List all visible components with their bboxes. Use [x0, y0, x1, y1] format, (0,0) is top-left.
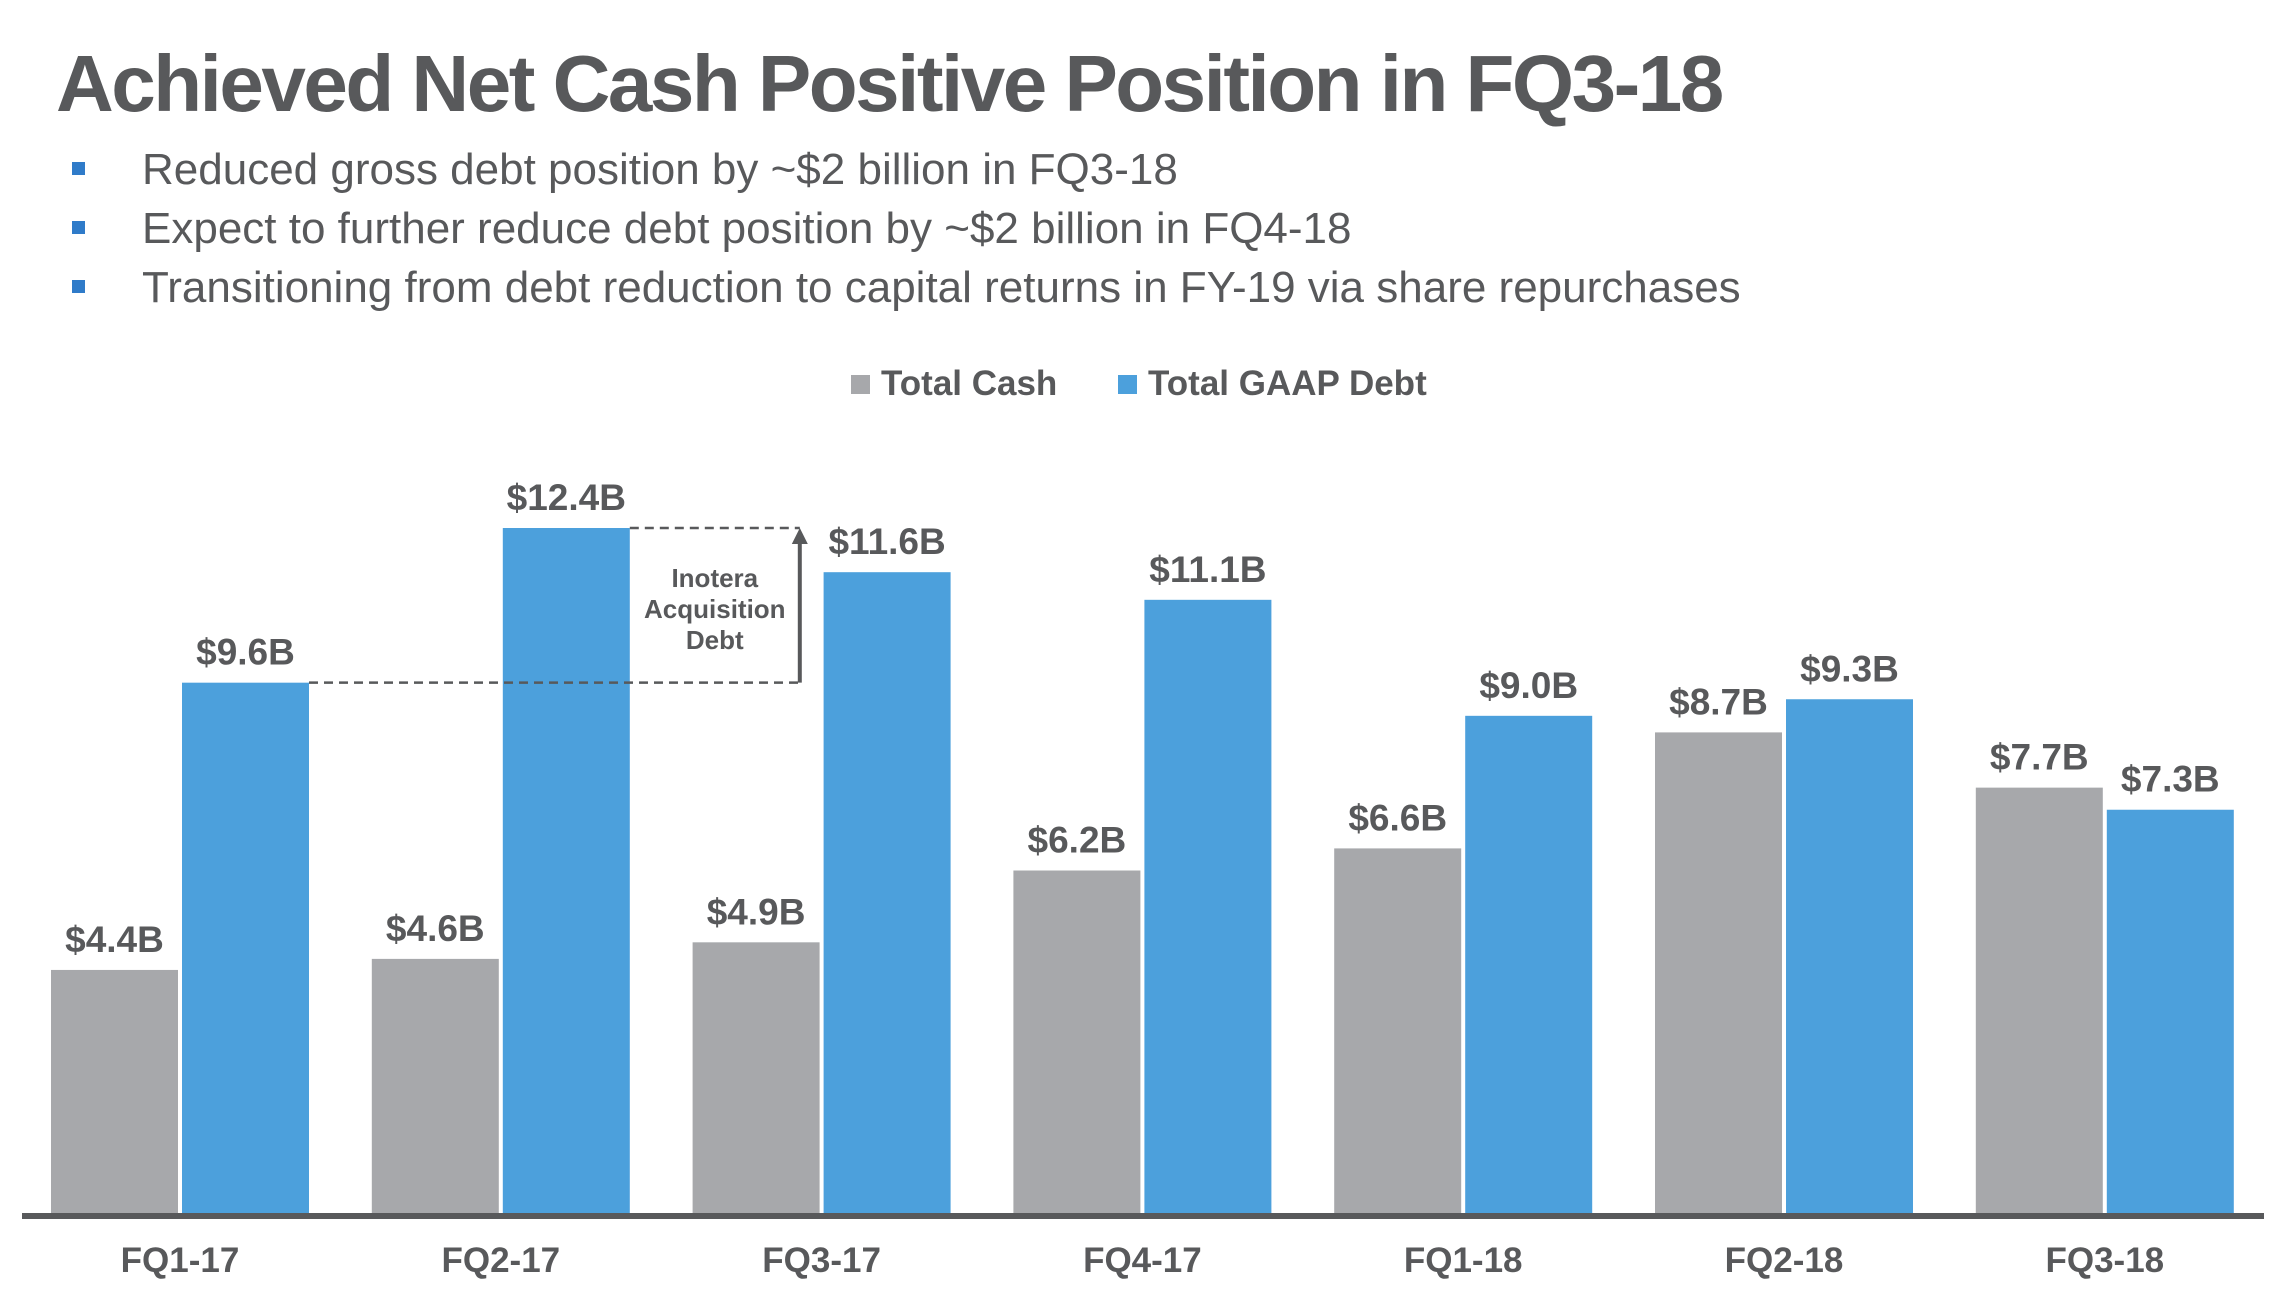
bar-total-gaap-debt-fq3-18 [2106, 809, 2234, 1213]
data-label: $7.7B [1990, 737, 2089, 778]
bar-total-gaap-debt-fq4-17 [1144, 599, 1272, 1213]
bar-total-cash-fq3-18 [1975, 787, 2103, 1213]
square-bullet-icon [72, 280, 85, 293]
x-tick-label: FQ2-17 [441, 1241, 560, 1280]
square-bullet-icon [72, 162, 85, 175]
legend-swatch-debt [1118, 375, 1137, 394]
data-label: $9.0B [1479, 665, 1578, 706]
data-label: $4.9B [707, 891, 806, 932]
annotation-text: Inotera [671, 563, 758, 593]
data-label: $6.2B [1028, 820, 1127, 861]
data-label: $11.6B [828, 521, 945, 562]
legend-label: Total GAAP Debt [1148, 364, 1427, 403]
data-label: $12.4B [507, 477, 626, 518]
data-label: $9.3B [1800, 648, 1899, 689]
slide-title: Achieved Net Cash Positive Position in F… [56, 39, 1724, 128]
bar-total-cash-fq1-18 [1334, 848, 1462, 1213]
data-label: $4.4B [65, 919, 164, 960]
bar-total-cash-fq3-17 [692, 942, 820, 1213]
x-tick-label: FQ1-18 [1404, 1241, 1523, 1280]
labels-layer: $4.4B $9.6B FQ1-17 $4.6B $12.4B FQ2-17 $4.9B $1… [65, 477, 2220, 1280]
data-label: $9.6B [196, 632, 295, 673]
bar-total-gaap-debt-fq1-17 [182, 682, 309, 1213]
bar-total-cash-fq2-18 [1655, 732, 1782, 1213]
annotation-text: Acquisition [644, 594, 786, 624]
bullet-text: Transitioning from debt reduction to cap… [142, 263, 1741, 312]
data-label: $4.6B [386, 908, 485, 949]
bar-total-gaap-debt-fq1-18 [1465, 715, 1593, 1213]
legend-swatch-cash [851, 375, 870, 394]
bar-total-gaap-debt-fq3-17 [823, 572, 951, 1213]
x-tick-label: FQ1-17 [121, 1241, 240, 1280]
bars-layer [51, 528, 2234, 1213]
bar-total-cash-fq1-17 [51, 969, 178, 1213]
bar-total-gaap-debt-fq2-17 [502, 528, 630, 1213]
x-tick-label: FQ3-17 [762, 1241, 881, 1280]
x-tick-label: FQ4-17 [1083, 1241, 1202, 1280]
data-label: $8.7B [1669, 681, 1768, 722]
data-label: $7.3B [2121, 759, 2220, 800]
square-bullet-icon [72, 221, 85, 234]
data-label: $6.6B [1348, 797, 1447, 838]
arrow-up-icon [791, 528, 808, 544]
bullet-text: Expect to further reduce debt position b… [142, 204, 1352, 253]
bar-total-cash-fq2-17 [371, 958, 499, 1213]
x-tick-label: FQ2-18 [1725, 1241, 1844, 1280]
legend-label: Total Cash [881, 364, 1058, 403]
bar-total-gaap-debt-fq2-18 [1786, 699, 1913, 1213]
bullet-text: Reduced gross debt position by ~$2 billi… [142, 145, 1178, 194]
annotation-text: Debt [686, 625, 744, 655]
x-tick-label: FQ3-18 [2045, 1241, 2164, 1280]
bar-total-cash-fq4-17 [1013, 870, 1141, 1213]
data-label: $11.1B [1149, 549, 1266, 590]
